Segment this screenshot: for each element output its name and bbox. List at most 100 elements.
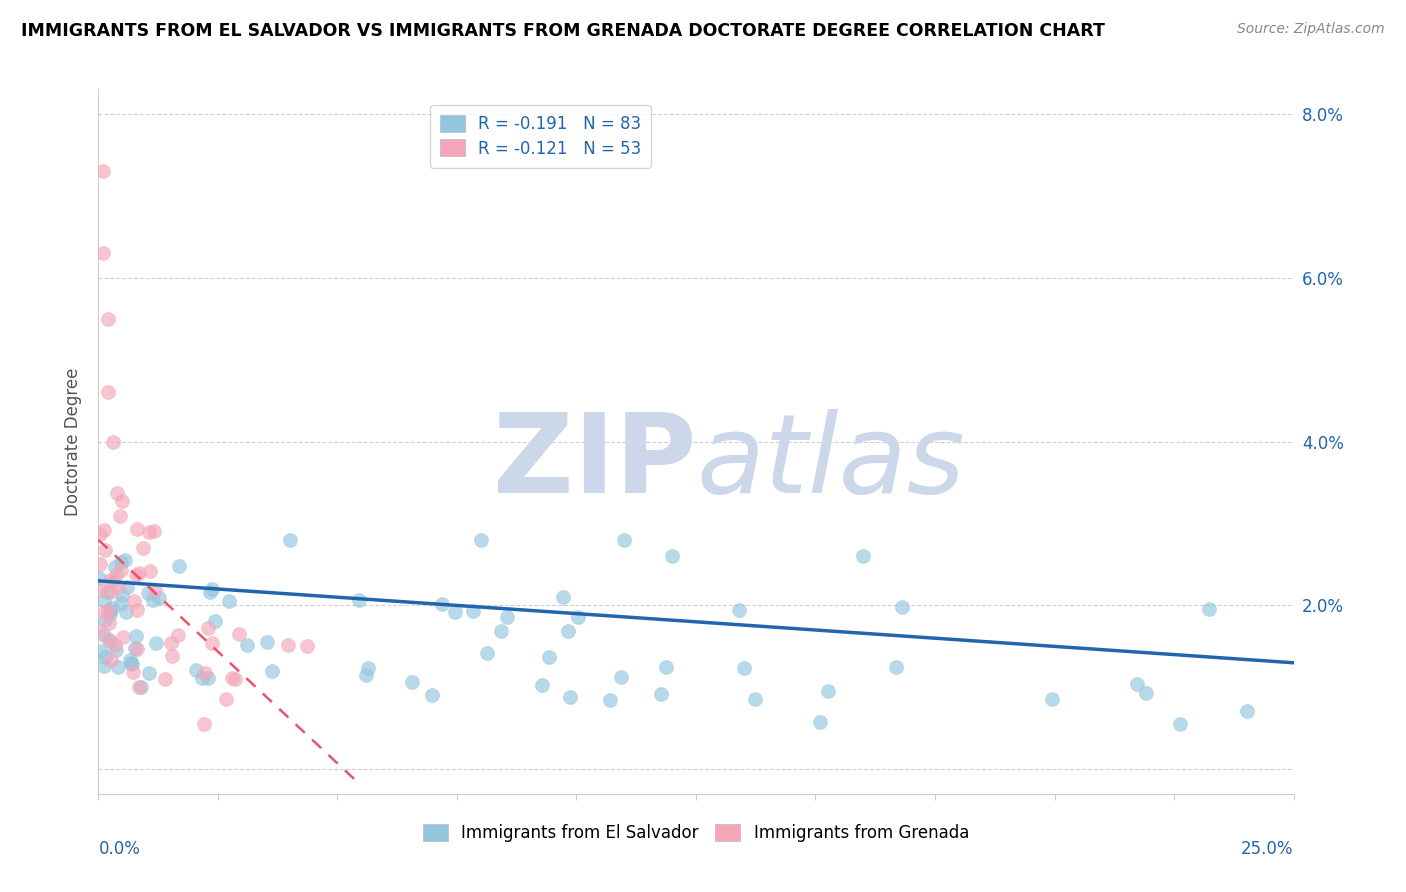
- Point: [98, 634, 121, 648]
- Text: ZIP: ZIP: [492, 409, 696, 516]
- Point: [107, 660, 129, 674]
- Point: [461, 604, 484, 618]
- Point: [1198, 602, 1220, 616]
- Point: [1236, 704, 1258, 718]
- Point: [101, 434, 124, 449]
- Point: [201, 636, 224, 650]
- Point: [98, 604, 121, 618]
- Point: [98, 584, 121, 599]
- Text: IMMIGRANTS FROM EL SALVADOR VS IMMIGRANTS FROM GRENADA DOCTORATE DEGREE CORRELAT: IMMIGRANTS FROM EL SALVADOR VS IMMIGRANT…: [21, 22, 1105, 40]
- Point: [143, 524, 166, 538]
- Point: [122, 594, 145, 608]
- Point: [110, 596, 132, 610]
- Point: [115, 605, 138, 619]
- Point: [110, 555, 132, 569]
- Point: [104, 559, 127, 574]
- Point: [169, 559, 191, 574]
- Point: [101, 574, 124, 588]
- Point: [422, 688, 444, 702]
- Point: [124, 629, 146, 643]
- Point: [496, 610, 519, 624]
- Point: [201, 582, 224, 596]
- Point: [817, 684, 839, 698]
- Point: [489, 624, 512, 638]
- Point: [401, 675, 423, 690]
- Point: [218, 594, 240, 608]
- Point: [111, 494, 134, 508]
- Point: [128, 680, 150, 694]
- Point: [295, 639, 318, 653]
- Text: atlas: atlas: [696, 409, 965, 516]
- Point: [200, 585, 222, 599]
- Point: [884, 659, 907, 673]
- Point: [132, 541, 155, 556]
- Point: [354, 668, 377, 682]
- Point: [98, 615, 121, 630]
- Point: [101, 601, 124, 615]
- Point: [89, 582, 111, 597]
- Point: [96, 604, 118, 618]
- Point: [136, 585, 159, 599]
- Point: [112, 630, 135, 644]
- Point: [650, 687, 672, 701]
- Point: [93, 628, 115, 642]
- Point: [94, 650, 117, 665]
- Point: [104, 568, 127, 582]
- Point: [1126, 676, 1149, 690]
- Point: [104, 639, 127, 653]
- Point: [193, 717, 215, 731]
- Point: [94, 606, 117, 620]
- Point: [808, 714, 831, 729]
- Point: [114, 553, 136, 567]
- Point: [122, 665, 145, 680]
- Point: [197, 671, 219, 685]
- Point: [100, 573, 122, 587]
- Point: [567, 609, 589, 624]
- Point: [97, 633, 120, 648]
- Text: 0.0%: 0.0%: [98, 839, 141, 858]
- Point: [475, 647, 498, 661]
- Point: [557, 624, 579, 638]
- Point: [224, 673, 246, 687]
- Point: [256, 635, 278, 649]
- Point: [733, 661, 755, 675]
- Point: [93, 658, 115, 673]
- Point: [139, 564, 162, 578]
- Point: [236, 639, 259, 653]
- Point: [553, 590, 575, 604]
- Point: [221, 671, 243, 685]
- Point: [160, 636, 183, 650]
- Point: [891, 600, 914, 615]
- Legend: Immigrants from El Salvador, Immigrants from Grenada: Immigrants from El Salvador, Immigrants …: [416, 817, 976, 849]
- Point: [120, 656, 142, 670]
- Point: [127, 522, 149, 536]
- Point: [148, 591, 170, 605]
- Point: [214, 691, 236, 706]
- Point: [89, 526, 111, 541]
- Point: [655, 660, 678, 674]
- Point: [143, 583, 166, 598]
- Point: [125, 603, 148, 617]
- Point: [430, 597, 453, 611]
- Point: [197, 621, 219, 635]
- Point: [94, 614, 117, 628]
- Point: [91, 164, 114, 178]
- Point: [107, 580, 129, 594]
- Point: [194, 665, 217, 680]
- Point: [852, 549, 875, 564]
- Point: [1040, 691, 1063, 706]
- Text: 25.0%: 25.0%: [1241, 839, 1294, 858]
- Point: [93, 594, 115, 608]
- Point: [87, 624, 110, 638]
- Point: [530, 678, 553, 692]
- Point: [125, 641, 148, 656]
- Point: [204, 614, 226, 628]
- Point: [228, 627, 250, 641]
- Point: [104, 642, 127, 657]
- Point: [444, 605, 467, 619]
- Point: [728, 603, 751, 617]
- Point: [115, 580, 138, 594]
- Point: [610, 671, 633, 685]
- Point: [125, 568, 148, 582]
- Point: [89, 558, 111, 572]
